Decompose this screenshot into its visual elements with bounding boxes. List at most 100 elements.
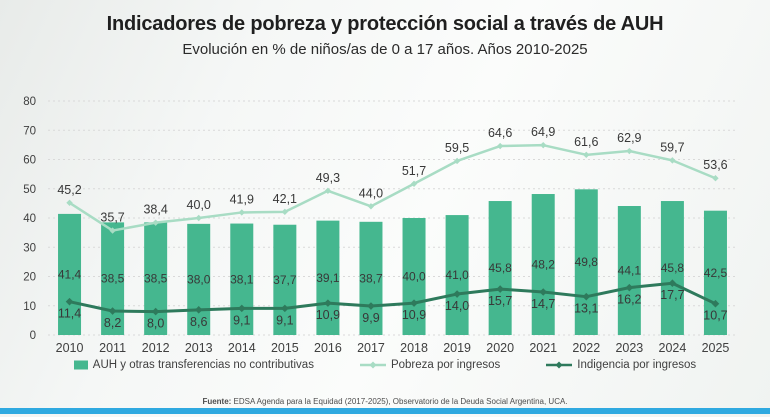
pobreza-label-2023: 62,9	[617, 131, 641, 145]
indigencia-label-2017: 9,9	[362, 311, 379, 325]
x-tick-label-2020: 2020	[486, 341, 514, 355]
indigencia-marker-2019	[453, 290, 461, 298]
bar-2023	[617, 206, 641, 335]
x-tick-label-2023: 2023	[615, 341, 643, 355]
pobreza-label-2013: 40,0	[187, 198, 211, 212]
x-tick-label-2019: 2019	[443, 341, 471, 355]
x-tick-label-2025: 2025	[702, 341, 730, 355]
bar-2022	[574, 189, 598, 335]
bar-label-2021: 48,2	[532, 258, 556, 272]
bar-label-2017: 38,7	[359, 271, 383, 285]
bar-label-2015: 37,7	[273, 273, 297, 287]
bar-2013	[187, 223, 211, 335]
pobreza-label-2016: 49,3	[316, 171, 340, 185]
y-tick-label-0: 0	[30, 330, 36, 342]
indigencia-marker-2010	[65, 297, 74, 306]
pobreza-marker-2016	[324, 187, 332, 194]
indigencia-label-2015: 9,1	[276, 313, 293, 327]
legend-label: AUH y otras transferencias no contributi…	[92, 359, 314, 371]
pobreza-marker-2021	[540, 141, 547, 149]
y-tick-label-50: 50	[23, 184, 36, 196]
x-tick-label-2018: 2018	[400, 341, 428, 355]
pobreza-marker-2013	[195, 214, 202, 222]
indigencia-label-2014: 9,1	[233, 313, 250, 327]
indigencia-label-2010: 11,4	[58, 307, 81, 321]
line-diamond-swatch-icon	[359, 361, 386, 369]
x-tick-label-2015: 2015	[271, 341, 299, 355]
x-tick-label-2017: 2017	[357, 341, 385, 355]
pobreza-label-2022: 61,6	[574, 135, 598, 149]
indigencia-label-2023: 16,2	[617, 293, 641, 307]
indigencia-marker-2017	[367, 302, 375, 310]
indigencia-label-2021: 14,7	[531, 297, 555, 311]
indigencia-marker-2021	[539, 288, 548, 296]
indigencia-marker-2011	[108, 307, 117, 315]
pobreza-marker-2017	[367, 203, 375, 210]
x-tick-label-2022: 2022	[572, 341, 600, 355]
pobreza-marker-2019	[453, 157, 461, 165]
bar-label-2023: 44,1	[618, 264, 642, 278]
y-tick-label-60: 60	[23, 155, 36, 167]
bar-2025	[703, 210, 727, 335]
bar-2018	[402, 218, 426, 335]
bar-2012	[144, 222, 168, 335]
legend-item-auh: AUH y otras transferencias no contributi…	[73, 359, 314, 371]
bar-label-2011: 38,5	[101, 272, 125, 286]
pobreza-label-2017: 44,0	[359, 186, 383, 200]
pobreza-marker-2012	[152, 219, 159, 226]
pobreza-marker-2018	[410, 180, 418, 187]
line-diamond-swatch-icon	[546, 361, 573, 369]
indigencia-label-2018: 10,9	[402, 308, 426, 322]
bar-label-2016: 39,1	[316, 271, 340, 285]
indigencia-label-2025: 10,7	[703, 309, 727, 323]
y-tick-label-80: 80	[23, 96, 36, 108]
bar-2021	[531, 194, 555, 335]
source-text: EDSA Agenda para la Equidad (2017-2025),…	[231, 397, 568, 406]
bar-label-2014: 38,1	[230, 272, 254, 286]
pobreza-marker-2010	[66, 199, 73, 206]
bar-label-2025: 42,5	[704, 266, 728, 280]
indigencia-marker-2016	[324, 299, 332, 307]
indigencia-label-2011: 8,2	[104, 316, 121, 330]
bottom-accent-bar	[0, 408, 770, 414]
pobreza-label-2015: 42,1	[273, 192, 297, 206]
legend-label: Indigencia por ingresos	[577, 359, 697, 371]
indigencia-marker-2024	[668, 279, 677, 288]
x-tick-label-2011: 2011	[99, 341, 126, 355]
indigencia-marker-2018	[410, 299, 418, 307]
pobreza-label-2019: 59,5	[445, 141, 469, 155]
bar-label-2018: 40,0	[402, 270, 426, 284]
indigencia-marker-2015	[281, 304, 289, 313]
pobreza-label-2024: 59,7	[660, 140, 684, 154]
legend-label: Pobreza por ingresos	[390, 359, 501, 371]
bar-label-2024: 45,8	[661, 261, 685, 275]
y-tick-label-30: 30	[23, 242, 36, 254]
bar-2019	[445, 215, 469, 335]
page-title: Indicadores de pobreza y protección soci…	[106, 13, 664, 35]
indigencia-marker-2023	[625, 283, 634, 292]
indigencia-marker-2013	[194, 306, 203, 314]
chart-legend: AUH y otras transferencias no contributi…	[0, 359, 770, 371]
pobreza-marker-2022	[583, 151, 590, 159]
bar-2011	[101, 222, 125, 335]
bar-label-2013: 38,0	[187, 272, 211, 286]
x-tick-label-2010: 2010	[56, 341, 84, 355]
pobreza-marker-2025	[712, 175, 719, 182]
y-tick-label-10: 10	[23, 301, 36, 313]
pobreza-marker-2014	[238, 209, 245, 216]
legend-item-pobreza: Pobreza por ingresos	[359, 359, 501, 371]
x-tick-label-2021: 2021	[529, 341, 557, 355]
indigencia-marker-2014	[237, 304, 246, 313]
indigencia-label-2022: 13,1	[574, 302, 598, 316]
combo-chart: 0 10 20 30 40 50 60 70 80 41,4 38,5 38,5 38,0 38,1 37,…	[23, 96, 737, 355]
bar-label-2019: 41,0	[445, 268, 469, 282]
page-subtitle: Evolución en % de niños/as de 0 a 17 año…	[182, 41, 588, 58]
indigencia-label-2016: 10,9	[316, 308, 340, 322]
y-tick-label-40: 40	[23, 213, 36, 225]
indigencia-marker-2022	[582, 292, 591, 301]
indigencia-label-2024: 17,7	[660, 288, 684, 302]
indigencia-label-2020: 15,7	[488, 294, 512, 308]
pobreza-line	[68, 143, 716, 232]
indigencia-marker-2025	[711, 299, 720, 308]
bar-label-2020: 45,8	[488, 261, 512, 275]
